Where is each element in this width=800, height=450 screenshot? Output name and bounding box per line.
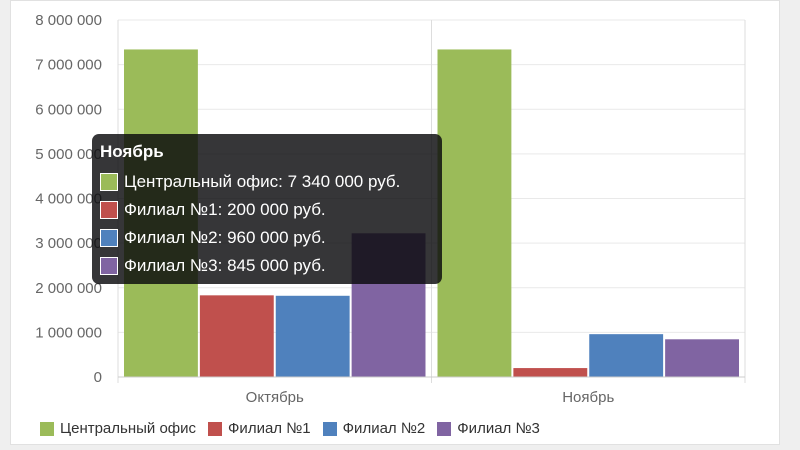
tooltip-swatch	[100, 200, 118, 219]
y-tick-label: 8 000 000	[35, 12, 102, 29]
tooltip-row-text: Филиал №2: 960 000 руб.	[124, 227, 326, 247]
legend-label: Филиал №1	[228, 420, 311, 437]
y-tick-label: 5 000 000	[35, 146, 102, 163]
legend-label: Филиал №3	[457, 420, 540, 437]
axis-layer: 0 1 000 000 2 000 000 3 000 000 4 000 000 5 0…	[35, 12, 745, 406]
legend-item[interactable]: Филиал №1	[208, 420, 311, 437]
bar	[199, 295, 274, 377]
x-tick-label: Октябрь	[246, 389, 304, 406]
y-tick-label: 1 000 000	[35, 324, 102, 341]
legend-swatch	[437, 421, 452, 436]
y-tick-label: 0	[94, 369, 102, 386]
tooltip-swatch	[100, 228, 118, 247]
tooltip-swatch	[100, 256, 118, 275]
y-tick-label: 3 000 000	[35, 235, 102, 252]
legend-label: Филиал №2	[342, 420, 426, 437]
tooltip-row: Филиал №1: 200 000 руб.	[100, 196, 434, 223]
tooltip-swatch	[100, 172, 118, 191]
legend-swatch	[322, 421, 337, 436]
bar	[275, 295, 350, 377]
bar	[665, 339, 739, 377]
bar	[513, 368, 588, 377]
legend-swatch	[208, 421, 223, 436]
x-tick-label: Ноябрь	[562, 389, 614, 406]
legend-item[interactable]: Филиал №2	[322, 420, 426, 437]
tooltip-row: Центральный офис: 7 340 000 руб.	[100, 168, 434, 195]
tooltip-title: Ноябрь	[100, 142, 164, 161]
legend-swatch	[40, 421, 54, 436]
tooltip-row-text: Филиал №1: 200 000 руб.	[124, 199, 326, 219]
tooltip-row-text: Центральный офис: 7 340 000 руб.	[124, 171, 401, 191]
tooltip-row-text: Филиал №3: 845 000 руб.	[124, 255, 326, 275]
chart-legend: Центральный офис Филиал №1 Филиал №2 Фил…	[40, 420, 552, 437]
y-tick-label: 7 000 000	[35, 57, 102, 74]
tooltip-row: Филиал №2: 960 000 руб.	[100, 224, 434, 251]
y-tick-label: 4 000 000	[35, 191, 102, 208]
bar	[437, 49, 512, 377]
legend-item[interactable]: Филиал №3	[437, 420, 540, 437]
y-tick-label: 6 000 000	[35, 101, 102, 118]
legend-item[interactable]: Центральный офис	[40, 420, 196, 437]
tooltip-row: Филиал №3: 845 000 руб.	[100, 252, 434, 279]
bar	[589, 334, 664, 377]
chart-tooltip: Ноябрь Центральный офис: 7 340 000 руб. …	[92, 134, 442, 284]
legend-label: Центральный офис	[60, 420, 197, 437]
bar-layer	[124, 49, 739, 377]
y-tick-label: 2 000 000	[35, 280, 102, 297]
